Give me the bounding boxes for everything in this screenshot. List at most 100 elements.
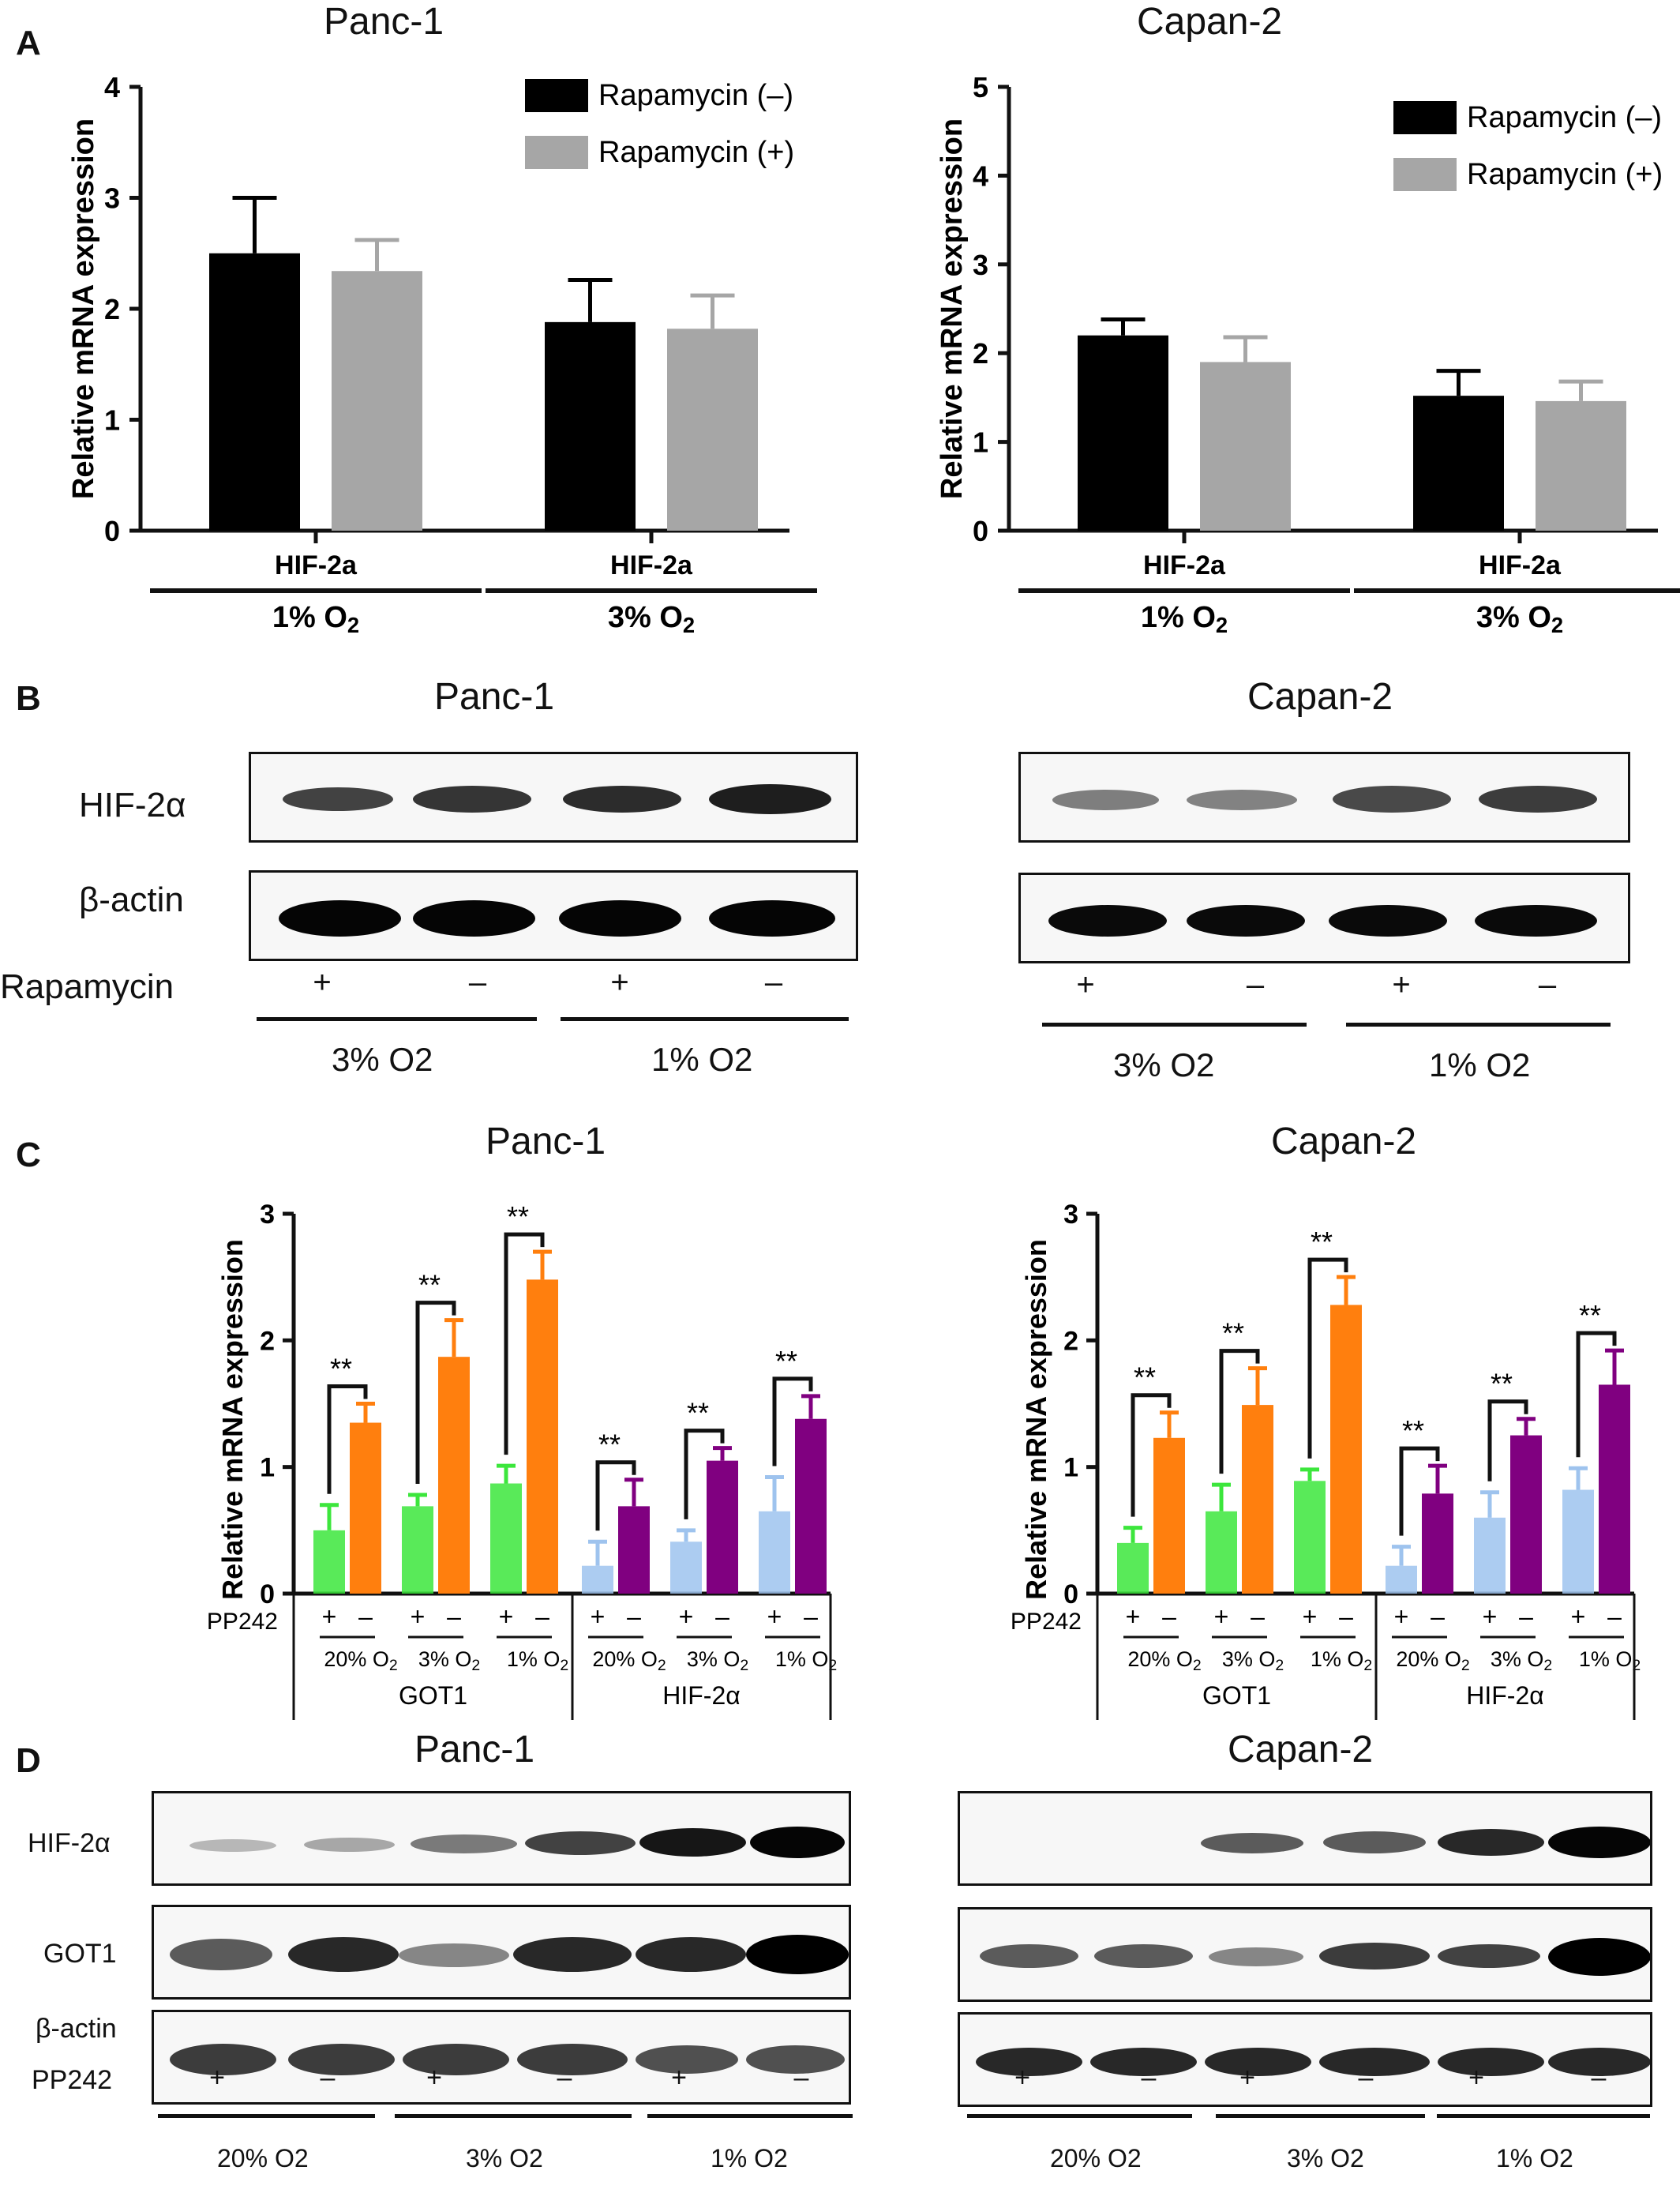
- bar: [1510, 1435, 1542, 1594]
- gene-label: HIF-2α: [662, 1681, 741, 1710]
- band: [709, 784, 831, 814]
- blot-d-capan2-sign: +: [1239, 2063, 1255, 2093]
- blot-b-capan2-sign: –: [1538, 967, 1557, 1002]
- blot-d-panc1-line-1pct: [647, 2114, 853, 2118]
- band: [1329, 905, 1447, 937]
- bar: [1242, 1405, 1273, 1594]
- pp242-sign: +: [411, 1602, 426, 1631]
- condition-label: 20% O2: [324, 1647, 397, 1674]
- pp242-sign: +: [1571, 1602, 1586, 1631]
- blot-b-capan2-cond-1pct: 1% O2: [1429, 1046, 1531, 1083]
- blot-b-panc1-bactin: [249, 870, 858, 961]
- band: [1187, 905, 1305, 937]
- pp242-sign: +: [1214, 1602, 1229, 1631]
- bar: [795, 1418, 827, 1594]
- bar: [1536, 400, 1626, 531]
- chart-a-capan2-title: Capan-2: [1137, 1, 1283, 43]
- y-tick-label: 2: [1063, 1326, 1078, 1356]
- band: [1201, 1833, 1303, 1853]
- blot-d-treatment-label: PP242: [32, 2065, 113, 2095]
- blot-d-capan2-title: Capan-2: [1228, 1729, 1374, 1771]
- significance-bracket: [1219, 1349, 1260, 1474]
- band: [1048, 905, 1167, 937]
- band: [1548, 1827, 1650, 1858]
- blot-d-panc1-sign: +: [209, 2063, 225, 2093]
- band: [1205, 2048, 1311, 2076]
- significance-label: **: [687, 1397, 709, 1429]
- bar: [1200, 362, 1291, 531]
- gene-label: GOT1: [399, 1681, 467, 1710]
- band: [288, 2044, 395, 2075]
- blot-b-capan2-line-1pct: [1346, 1023, 1611, 1027]
- band: [170, 2044, 276, 2075]
- bar: [618, 1506, 650, 1594]
- bar: [332, 271, 422, 531]
- significance-label: **: [598, 1429, 621, 1461]
- band: [746, 1935, 849, 1974]
- significance-label: **: [1402, 1414, 1424, 1447]
- band: [1333, 786, 1451, 813]
- bar: [527, 1279, 558, 1594]
- pp242-sign: –: [447, 1602, 461, 1631]
- group-condition-label: 1% O2: [1141, 601, 1228, 637]
- blot-d-panc1-sign: –: [320, 2063, 336, 2093]
- blot-b-capan2-sign: +: [1392, 967, 1411, 1002]
- bar: [582, 1565, 613, 1594]
- band: [746, 2045, 845, 2074]
- bar: [1422, 1493, 1453, 1594]
- bar: [670, 1541, 702, 1594]
- blot-d-capan2-sign: +: [1014, 2063, 1030, 2093]
- condition-label: 3% O2: [687, 1647, 748, 1674]
- blot-b-panc1-sign: –: [764, 965, 783, 1000]
- bar: [1413, 396, 1504, 531]
- blot-b-panc1-sign: +: [313, 965, 332, 1000]
- blot-b-panc1-title: Panc-1: [434, 676, 555, 718]
- legend-swatch: [1393, 158, 1457, 191]
- pp242-sign: –: [1251, 1602, 1265, 1631]
- blot-b-capan2-cond-3pct: 3% O2: [1113, 1046, 1215, 1083]
- condition-label: 1% O2: [1311, 1647, 1372, 1674]
- condition-label: 1% O2: [1579, 1647, 1641, 1674]
- blot-d-panc1-bactin: [152, 2010, 851, 2105]
- band: [170, 1939, 272, 1970]
- y-tick-label: 2: [973, 337, 988, 370]
- band: [1209, 1947, 1303, 1966]
- blot-b-treatment-label: Rapamycin: [0, 967, 174, 1006]
- condition-label: 20% O2: [1396, 1647, 1469, 1674]
- bar: [1562, 1489, 1594, 1594]
- bar: [350, 1422, 381, 1594]
- group-gene-label: HIF-2a: [1143, 550, 1226, 580]
- band: [189, 1839, 276, 1852]
- pp242-label: PP242: [207, 1609, 278, 1635]
- significance-label: **: [507, 1200, 529, 1233]
- pp242-sign: +: [1394, 1602, 1409, 1631]
- pp242-sign: +: [322, 1602, 337, 1631]
- blot-d-panc1-line-3pct: [395, 2114, 632, 2118]
- pp242-label: PP242: [1011, 1609, 1082, 1635]
- y-tick-label: 4: [104, 71, 120, 103]
- blot-b-panc1-hif2a: [249, 752, 858, 843]
- band: [1094, 1944, 1193, 1968]
- y-tick-label: 0: [260, 1579, 275, 1609]
- blot-d-capan2-sign: –: [1358, 2063, 1374, 2093]
- bar: [1294, 1481, 1326, 1594]
- band: [1090, 2048, 1197, 2076]
- band: [1052, 790, 1159, 810]
- legend-label: Rapamycin (–): [1467, 101, 1662, 134]
- band: [1548, 2048, 1650, 2076]
- group-gene-label: HIF-2a: [275, 550, 358, 580]
- y-tick-label: 4: [973, 160, 988, 192]
- pp242-sign: –: [535, 1602, 549, 1631]
- bar: [1474, 1517, 1506, 1594]
- blot-d-row-label-hif2a: HIF-2α: [28, 1828, 111, 1858]
- gene-label: HIF-2α: [1466, 1681, 1544, 1710]
- blot-d-capan2-sign: +: [1468, 2063, 1484, 2093]
- bar: [402, 1506, 433, 1594]
- band: [1319, 1943, 1430, 1970]
- y-tick-label: 2: [104, 293, 120, 325]
- blot-d-capan2-got1: [958, 1907, 1652, 2002]
- significance-bracket: [504, 1232, 545, 1455]
- pp242-sign: –: [804, 1602, 818, 1631]
